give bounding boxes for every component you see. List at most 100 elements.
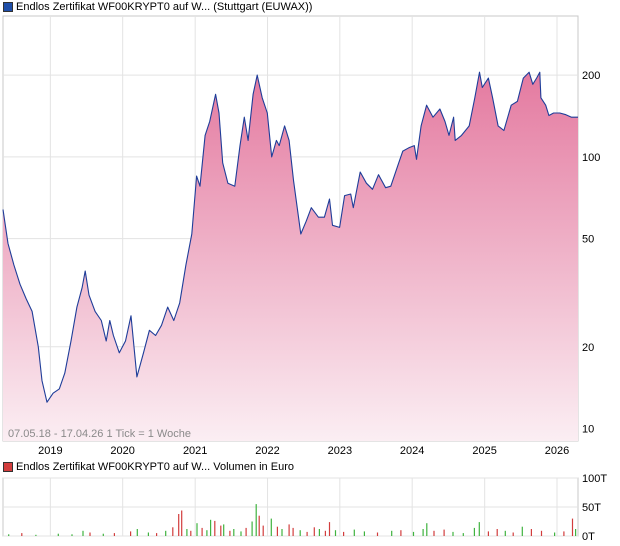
price-point	[323, 216, 325, 218]
y-tick-label: 50	[582, 234, 594, 246]
volume-bar	[452, 531, 454, 536]
volume-bar	[433, 530, 435, 536]
price-point	[328, 198, 330, 200]
y-tick-label: 10	[582, 424, 594, 436]
price-point	[415, 158, 417, 160]
price-point	[191, 233, 193, 235]
x-tick-label: 2023	[328, 445, 352, 457]
volume-chart: 0T 50T 100T	[2, 473, 607, 543]
price-point	[413, 144, 415, 146]
volume-bar	[156, 533, 158, 536]
volume-bar	[521, 526, 523, 536]
price-point	[528, 71, 530, 73]
price-point	[252, 93, 254, 95]
price-point	[540, 97, 542, 99]
price-point	[148, 329, 150, 331]
x-tick-label: 2025	[472, 445, 496, 457]
price-point	[432, 116, 434, 118]
volume-bar	[270, 518, 272, 536]
volume-bar	[504, 530, 506, 536]
volume-bar	[178, 514, 180, 536]
volume-bar	[412, 531, 415, 536]
price-point	[13, 264, 15, 266]
price-point	[100, 319, 102, 321]
volume-bar	[181, 510, 183, 536]
price-point	[261, 97, 263, 99]
price-legend-label: Endlos Zertifikat WF00KRYPT0 auf W... (S…	[16, 1, 313, 13]
volume-bar	[147, 532, 149, 536]
volume-legend-swatch	[3, 462, 13, 472]
price-point	[559, 112, 561, 114]
volume-bar	[262, 525, 264, 536]
price-point	[19, 283, 21, 285]
price-point	[352, 207, 354, 209]
price-point	[195, 175, 197, 177]
volume-bar	[21, 533, 23, 536]
x-tick-label: 2021	[183, 445, 207, 457]
price-point	[460, 134, 462, 136]
price-point	[256, 74, 258, 76]
price-point	[70, 340, 72, 342]
price-point	[338, 226, 340, 228]
price-point	[166, 306, 168, 308]
price-point	[124, 340, 126, 342]
volume-bar	[443, 529, 445, 536]
price-point	[300, 233, 302, 235]
price-point	[31, 310, 33, 312]
x-tick-label: 2020	[110, 445, 134, 457]
price-point	[7, 242, 9, 244]
volume-bar	[324, 530, 326, 536]
volume-bar	[251, 521, 253, 536]
price-point	[497, 125, 499, 127]
price-point	[58, 388, 60, 390]
price-point	[510, 104, 512, 106]
price-point	[222, 162, 224, 164]
price-point	[118, 352, 120, 354]
price-point	[474, 97, 476, 99]
volume-y-tick-label: 100T	[582, 473, 607, 485]
price-point	[425, 104, 427, 106]
price-point	[452, 116, 454, 118]
volume-bar	[35, 534, 37, 536]
price-point	[439, 108, 441, 110]
x-tick-label: 2026	[545, 445, 569, 457]
volume-bar	[136, 529, 138, 536]
price-point	[239, 144, 241, 146]
price-point	[317, 216, 319, 218]
volume-y-tick-label: 0T	[582, 531, 595, 543]
price-point	[444, 120, 446, 122]
price-point	[522, 77, 524, 79]
price-point	[359, 171, 361, 173]
y-tick-label: 100	[582, 152, 600, 164]
price-point	[105, 340, 107, 342]
price-point	[218, 112, 220, 114]
volume-bar	[462, 533, 464, 536]
price-legend-swatch	[3, 2, 13, 12]
volume-y-tick-label: 50T	[582, 502, 601, 514]
volume-bar	[426, 523, 428, 536]
volume-bar	[575, 529, 577, 536]
volume-bar	[353, 529, 355, 536]
volume-bar	[299, 530, 301, 536]
price-point	[173, 319, 175, 321]
price-point	[420, 125, 422, 127]
price-point	[481, 86, 483, 88]
volume-bar	[214, 520, 216, 536]
price-point	[41, 380, 43, 382]
price-point	[384, 187, 386, 189]
price-legend: Endlos Zertifikat WF00KRYPT0 auf W... (S…	[3, 0, 312, 14]
price-point	[76, 306, 78, 308]
volume-legend-label: Endlos Zertifikat WF00KRYPT0 auf W... Vo…	[16, 461, 294, 473]
date-range-caption: 07.05.18 - 17.04.26 1 Tick = 1 Woche	[8, 428, 191, 440]
volume-bar	[391, 530, 393, 536]
volume-bar	[258, 515, 260, 536]
volume-bar	[196, 523, 198, 536]
volume-bar	[328, 522, 331, 536]
price-point	[2, 208, 4, 210]
price-point	[142, 352, 144, 354]
volume-bar	[571, 518, 574, 536]
price-point	[548, 114, 550, 116]
price-chart: 2019 2020 2021 2022 2023 2024 2025 2026 10 20 50 10…	[2, 15, 600, 457]
price-point	[487, 77, 489, 79]
